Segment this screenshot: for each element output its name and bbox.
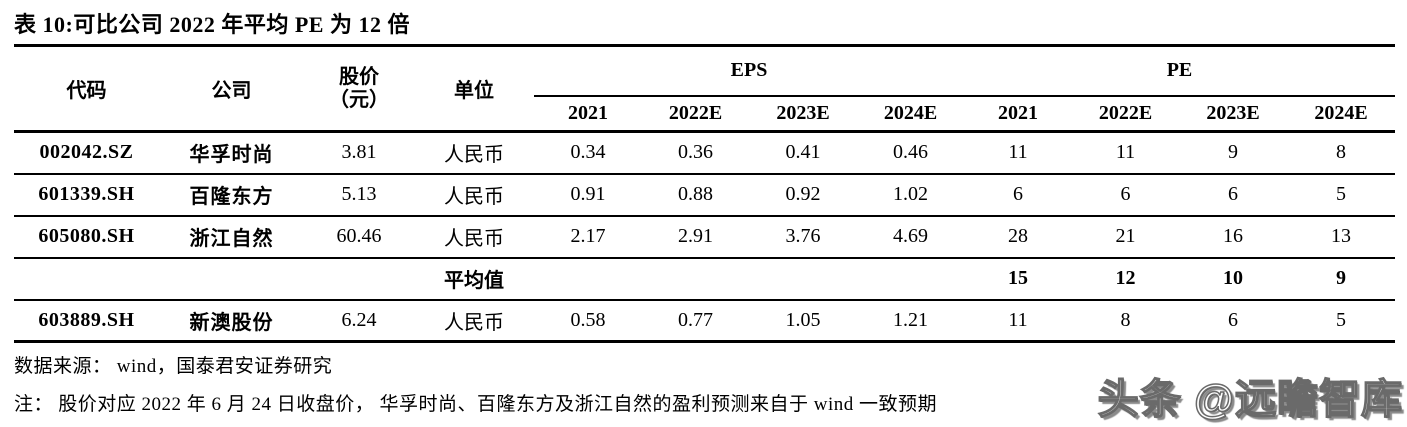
col-header-eps-2023e: 2023E — [776, 101, 830, 124]
eps-2024e: 1.02 — [893, 183, 928, 205]
col-header-price: 股价 （元） — [304, 46, 414, 132]
col-group-pe: PE — [964, 45, 1395, 97]
pe-2023e: 6 — [1228, 183, 1238, 205]
eps-2023e: 0.41 — [785, 141, 821, 164]
eps-2021: 0.58 — [570, 308, 606, 331]
company-name — [159, 258, 304, 300]
footnote-line: 注： 股价对应 2022 年 6 月 24 日收盘价， 华孚时尚、百隆东方及浙江… — [14, 394, 938, 415]
stock-price: 60.46 — [336, 225, 382, 247]
pe-2023e: 9 — [1228, 141, 1238, 164]
table-body: 002042.SZ 华孚时尚 3.81 人民币 0.34 0.36 0.41 0… — [14, 132, 1395, 342]
currency-unit: 人民币 — [444, 311, 504, 334]
header-year-row: 2021 2022E 2023E 2024E 2021 2022E 2023E … — [14, 96, 1395, 132]
pe-2024e-avg: 9 — [1336, 267, 1346, 289]
col-header-code: 代码 — [66, 80, 107, 102]
col-header-eps-2024e: 2024E — [883, 101, 938, 124]
eps-2021: 0.91 — [570, 183, 606, 205]
pe-2024e: 8 — [1336, 141, 1346, 164]
col-header-eps-2021: 2021 — [568, 101, 608, 124]
pe-2021: 11 — [1008, 141, 1028, 164]
pe-2022e-avg: 12 — [1115, 267, 1136, 289]
pe-2024e: 5 — [1336, 183, 1346, 205]
eps-2022e — [642, 258, 749, 300]
eps-2023e — [749, 258, 857, 300]
table-row-xinao: 603889.SH 新澳股份 6.24 人民币 0.58 0.77 1.05 1… — [14, 299, 1395, 342]
pe-2021: 28 — [1008, 225, 1028, 247]
pe-2022e: 21 — [1115, 225, 1136, 247]
company-name: 浙江自然 — [189, 228, 274, 250]
watermark-toutiao-yuanzhan: 头条 @远瞻智库 — [1097, 375, 1403, 423]
col-header-pe-2021: 2021 — [998, 101, 1038, 124]
company-name: 新澳股份 — [189, 311, 274, 334]
col-header-pe-2024e: 2024E — [1314, 101, 1368, 124]
col-header-eps-2022e: 2022E — [668, 101, 723, 124]
stock-code — [14, 258, 159, 300]
data-source-line: 数据来源： wind，国泰君安证券研究 — [14, 356, 333, 377]
col-header-pe-2022e: 2022E — [1098, 101, 1153, 124]
pe-2023e-avg: 10 — [1223, 267, 1243, 289]
col-group-eps: EPS — [534, 45, 964, 97]
eps-2024e: 0.46 — [893, 141, 928, 164]
pe-2023e: 6 — [1228, 308, 1238, 331]
col-header-pe-2023e: 2023E — [1206, 101, 1260, 124]
eps-2024e — [857, 258, 964, 300]
eps-2022e: 0.36 — [678, 141, 713, 164]
stock-price: 5.13 — [341, 183, 377, 205]
pe-2021-avg: 15 — [1008, 267, 1028, 289]
stock-price: 3.81 — [341, 141, 377, 164]
pe-2021: 11 — [1008, 308, 1028, 331]
stock-price: 6.24 — [341, 308, 377, 331]
eps-2024e: 4.69 — [893, 225, 928, 247]
price-label-line1: 股价 — [339, 65, 379, 88]
table-header: 代码 公司 股价 （元） 单位 EPS PE 2021 2022E 2023E … — [14, 45, 1395, 132]
col-header-unit: 单位 — [454, 80, 494, 102]
pe-2024e: 13 — [1331, 225, 1351, 247]
eps-2023e: 3.76 — [785, 225, 821, 247]
eps-2024e: 1.21 — [893, 308, 928, 331]
currency-unit: 人民币 — [444, 186, 504, 208]
pe-2021: 6 — [1013, 183, 1023, 205]
stock-price — [304, 258, 414, 300]
table-row-huafu: 002042.SZ 华孚时尚 3.81 人民币 0.34 0.36 0.41 0… — [14, 132, 1395, 174]
pe-2024e: 5 — [1336, 308, 1346, 331]
col-header-company: 公司 — [211, 80, 252, 102]
pe-2022e: 8 — [1120, 308, 1131, 331]
stock-code: 601339.SH — [38, 183, 135, 205]
currency-unit: 人民币 — [444, 228, 504, 250]
pe-2022e: 11 — [1115, 141, 1136, 164]
average-label: 平均值 — [444, 270, 504, 292]
eps-2021: 0.34 — [570, 141, 606, 164]
eps-2022e: 2.91 — [678, 225, 713, 247]
company-name: 百隆东方 — [189, 186, 274, 208]
eps-2021 — [534, 258, 642, 300]
stock-code: 605080.SH — [38, 225, 135, 247]
company-name: 华孚时尚 — [189, 144, 274, 167]
eps-2023e: 1.05 — [785, 308, 821, 331]
table-row-zhejiang: 605080.SH 浙江自然 60.46 人民币 2.17 2.91 3.76 … — [14, 215, 1395, 258]
table-title: 表 10:可比公司 2022 年平均 PE 为 12 倍 — [14, 12, 410, 37]
currency-unit: 人民币 — [444, 144, 504, 167]
table-row-average: 平均值 15 12 10 9 — [14, 257, 1395, 300]
header-group-row: 代码 公司 股价 （元） 单位 EPS PE — [14, 45, 1395, 111]
eps-2021: 2.17 — [570, 225, 606, 247]
table-row-bailong: 601339.SH 百隆东方 5.13 人民币 0.91 0.88 0.92 1… — [14, 173, 1395, 216]
stock-code: 603889.SH — [38, 308, 135, 331]
eps-2022e: 0.77 — [678, 308, 713, 331]
eps-2022e: 0.88 — [678, 183, 713, 205]
eps-2023e: 0.92 — [785, 183, 821, 205]
pe-2022e: 6 — [1120, 183, 1131, 205]
pe-2023e: 16 — [1223, 225, 1243, 247]
stock-code: 002042.SZ — [39, 141, 134, 164]
comparable-companies-table: 代码 公司 股价 （元） 单位 EPS PE 2021 2022E 2023E … — [14, 44, 1395, 343]
price-label-line2: （元） — [329, 88, 389, 111]
